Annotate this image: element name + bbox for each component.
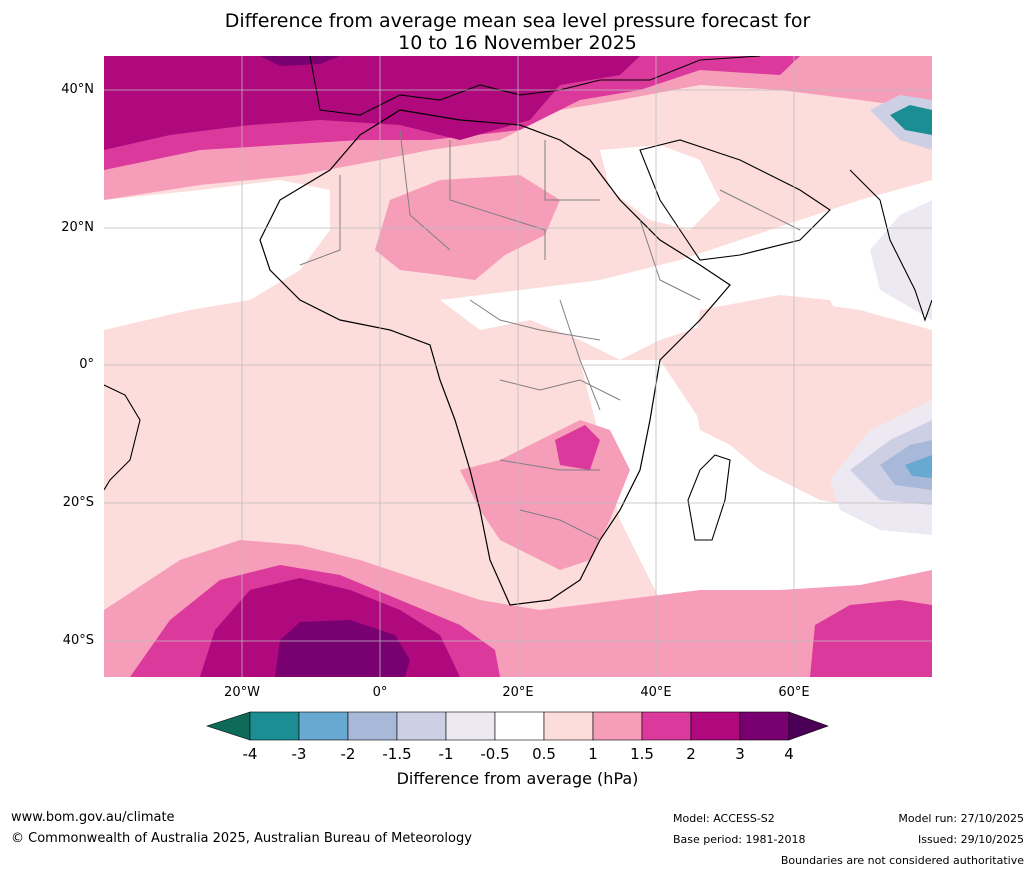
colorbar-bin [592,711,643,741]
footer-model-run: Model run: 27/10/2025 [898,812,1024,825]
colorbar-tick-label: -2 [340,745,356,763]
arabia-neutral-zone [600,145,720,230]
colorbar-bin [543,711,594,741]
madagascar-coastline [687,454,731,541]
atlantic-neutral-zone [104,180,330,330]
southeast-band-1.5-2 [810,600,932,677]
graticule [104,56,932,677]
lon-label-40e: 40°E [640,685,672,700]
colorbar-label: Difference from average (hPa) [396,769,639,788]
colorbar-tick-label: 2 [686,745,696,763]
footer-website: www.bom.gov.au/climate [11,810,175,825]
country-boundaries [299,129,801,541]
north-band-2-3 [104,56,640,150]
colorbar-tick-label: 1 [588,745,598,763]
negative-zone-arabian-sea [870,200,932,320]
colorbar-tick-label: 4 [784,745,794,763]
map-area [104,56,932,677]
colorbar [206,711,829,741]
lat-label-40s: 40°S [62,633,94,648]
lat-label-40n: 40°N [61,82,94,97]
footer-base-period: Base period: 1981-2018 [673,833,806,846]
south-core-3-4 [275,620,410,677]
colorbar-extend-high [788,711,829,741]
southern-africa-core [555,425,600,470]
india-coastline [849,169,932,322]
map-title: Difference from average mean sea level p… [0,10,1035,54]
arabia-coastline [639,139,831,261]
title-line-1: Difference from average mean sea level p… [224,10,811,32]
colorbar-bin [494,711,545,741]
lon-label-20w: 20°W [224,685,260,700]
footer-boundaries: Boundaries are not considered authoritat… [780,854,1024,867]
lon-label-0: 0° [372,685,388,700]
lat-label-20n: 20°N [61,220,94,235]
colorbar-tick-label: 0.5 [532,745,556,763]
indian-ocean-positive-blob [690,295,865,450]
colorbar-bin [690,711,741,741]
colorbar-tick-label: 3 [735,745,745,763]
colorbar-tick-label: -0.5 [480,745,510,763]
colorbar-bin [445,711,496,741]
colorbar-bin [298,711,349,741]
colorbar-bin [249,711,300,741]
footer-model: Model: ACCESS-S2 [673,812,775,825]
footer-issued: Issued: 29/10/2025 [917,833,1024,846]
colorbar-tick-label: -3 [291,745,307,763]
lat-label-0: 0° [79,357,94,372]
footer-copyright: © Commonwealth of Australia 2025, Austra… [11,831,472,846]
sahara-anomaly [375,175,560,280]
colorbar-extend-low [206,711,251,741]
negative-zone-north-2 [890,105,932,135]
title-line-2: 10 to 16 November 2025 [398,32,637,54]
lat-label-20s: 20°S [62,495,94,510]
equatorial-neutral-zone [440,180,932,360]
lon-label-20e: 20°E [502,685,534,700]
colorbar-bin [396,711,447,741]
south-america-coastline [104,384,141,491]
colorbar-tick-label: -1.5 [382,745,412,763]
lon-label-60e: 60°E [778,685,810,700]
negative-zone-2 [905,455,932,478]
colorbar-tick-label: -4 [242,745,258,763]
north-core-3-4 [260,56,340,66]
colorbar-bin [641,711,692,741]
colorbar-bin [347,711,398,741]
colorbar-tick-label: 1.5 [630,745,654,763]
colorbar-tick-label: -1 [438,745,454,763]
colorbar-bin [739,711,790,741]
